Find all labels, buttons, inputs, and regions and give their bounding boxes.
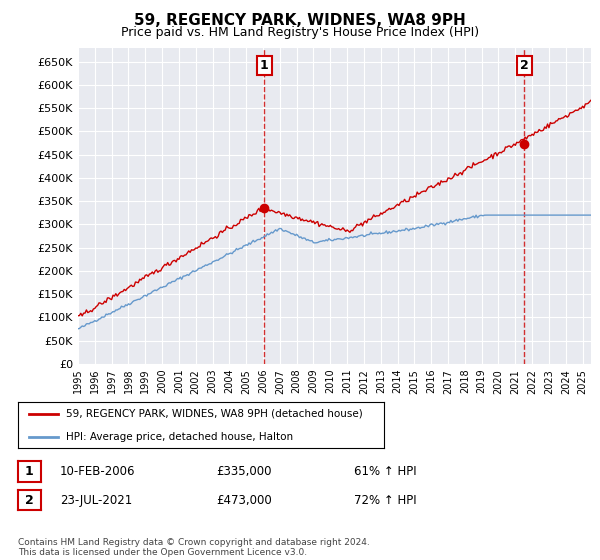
Text: £473,000: £473,000	[216, 493, 272, 507]
Text: 72% ↑ HPI: 72% ↑ HPI	[354, 493, 416, 507]
Text: 61% ↑ HPI: 61% ↑ HPI	[354, 465, 416, 478]
Text: 23-JUL-2021: 23-JUL-2021	[60, 493, 132, 507]
Text: 10-FEB-2006: 10-FEB-2006	[60, 465, 136, 478]
Text: 2: 2	[25, 493, 34, 507]
Text: 59, REGENCY PARK, WIDNES, WA8 9PH (detached house): 59, REGENCY PARK, WIDNES, WA8 9PH (detac…	[65, 409, 362, 418]
Text: Price paid vs. HM Land Registry's House Price Index (HPI): Price paid vs. HM Land Registry's House …	[121, 26, 479, 39]
Text: £335,000: £335,000	[216, 465, 271, 478]
Text: 59, REGENCY PARK, WIDNES, WA8 9PH: 59, REGENCY PARK, WIDNES, WA8 9PH	[134, 13, 466, 29]
Text: 1: 1	[260, 59, 269, 72]
Text: Contains HM Land Registry data © Crown copyright and database right 2024.
This d: Contains HM Land Registry data © Crown c…	[18, 538, 370, 557]
Text: 2: 2	[520, 59, 529, 72]
Text: HPI: Average price, detached house, Halton: HPI: Average price, detached house, Halt…	[65, 432, 293, 441]
Text: 1: 1	[25, 465, 34, 478]
